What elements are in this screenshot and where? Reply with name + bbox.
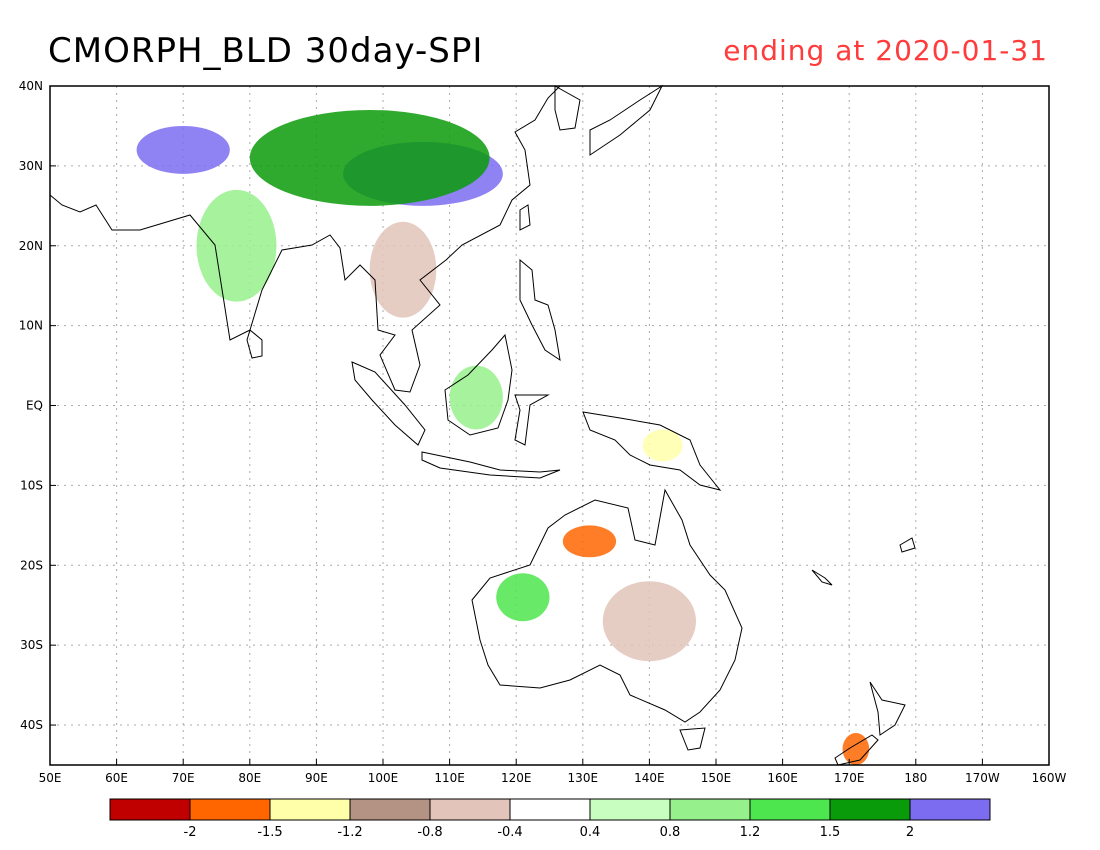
latitude-axis: 40N 30N 20N 10N EQ 10S 20S 30S 40S (19, 79, 56, 732)
taiwan-coastline (519, 204, 531, 231)
colorbar-label: -2 (184, 825, 197, 840)
sulawesi-coastline (514, 394, 550, 446)
lon-tick-label: 60E (105, 771, 128, 785)
map-title: CMORPH_BLD 30day-SPI (48, 31, 483, 71)
asia-coastline (49, 85, 561, 393)
lat-tick-label: 20N (19, 239, 43, 253)
lon-tick-label: 180 (904, 771, 927, 785)
region-borneo-mixed (449, 365, 503, 430)
lon-tick-label: 70E (172, 771, 195, 785)
region-png-dry (642, 429, 683, 462)
map-subtitle: ending at 2020-01-31 (723, 34, 1048, 67)
lon-tick-label: 120E (501, 771, 532, 785)
region-china-green (249, 109, 490, 206)
lat-tick-label: 40N (19, 79, 43, 93)
sri-lanka-coastline (246, 329, 263, 359)
spi-colorbar: -2 -1.5 -1.2 -0.8 -0.4 0.4 0.8 1.2 1.5 2 (109, 798, 991, 840)
colorbar-swatch-9 (829, 798, 911, 821)
fiji-coastline (899, 537, 916, 553)
colorbar-swatch-4 (429, 798, 511, 821)
lat-tick-label: 20S (20, 558, 43, 572)
lon-tick-label: 140E (634, 771, 665, 785)
lat-tick-label: 30N (19, 159, 43, 173)
korea-japan-coastline (554, 84, 664, 156)
colorbar-label: 0.8 (660, 825, 681, 840)
lat-tick-label: 40S (20, 718, 43, 732)
tasmania-coastline (679, 727, 706, 751)
colorbar-swatch-5 (509, 798, 591, 821)
lat-tick-label: EQ (26, 399, 43, 413)
colorbar-swatch-3 (349, 798, 431, 821)
lon-tick-label: 80E (238, 771, 261, 785)
philippines-coastline (519, 258, 561, 362)
australia-coastline (471, 488, 743, 723)
borneo-coastline (444, 333, 513, 436)
sumatra-coastline (351, 361, 426, 446)
map-frame (49, 85, 1050, 766)
colorbar-swatch-6 (589, 798, 671, 821)
region-indochina-dry (369, 221, 437, 318)
lon-tick-label: 160W (1032, 771, 1067, 785)
region-india-green (196, 189, 277, 302)
colorbar-label: -1.2 (337, 825, 362, 840)
lon-tick-label: 50E (39, 771, 62, 785)
region-c-australia-dry (602, 581, 697, 662)
region-n-australia-dry (562, 525, 617, 558)
new-caledonia-coastline (811, 569, 833, 586)
lon-tick-label: 110E (434, 771, 465, 785)
colorbar-swatch-8 (749, 798, 831, 821)
colorbar-swatch-7 (669, 798, 751, 821)
colorbar-label: 1.5 (820, 825, 841, 840)
colorbar-label: 2 (906, 825, 914, 840)
lon-tick-label: 90E (305, 771, 328, 785)
map-plot-area: 50E 60E 70E 80E 90E 100E 110E 120E 130E 140E 150E 1… (19, 79, 1067, 785)
colorbar-label: -1.5 (257, 825, 282, 840)
lon-tick-label: 160E (767, 771, 798, 785)
java-coastline (421, 451, 561, 479)
map-background (50, 86, 1049, 765)
colorbar-label: 1.2 (740, 825, 761, 840)
colorbar-swatch-1 (189, 798, 271, 821)
new-guinea-coastline (582, 411, 722, 491)
lon-tick-label: 100E (368, 771, 399, 785)
coastlines (49, 84, 916, 766)
lat-tick-label: 10S (20, 478, 43, 492)
lon-tick-label: 130E (568, 771, 599, 785)
lat-tick-label: 30S (20, 638, 43, 652)
colorbar-swatch-2 (269, 798, 351, 821)
colorbar-label: -0.4 (497, 825, 522, 840)
region-tibet-wet (136, 125, 230, 174)
colorbar-label: 0.4 (580, 825, 601, 840)
lon-tick-label: 170E (834, 771, 865, 785)
lon-tick-label: 150E (701, 771, 732, 785)
longitude-axis: 50E 60E 70E 80E 90E 100E 110E 120E 130E 140E 150E 1… (39, 759, 1067, 785)
region-new-zealand-dry (842, 733, 870, 766)
region-w-australia-wet (496, 573, 550, 622)
colorbar-label: -0.8 (417, 825, 442, 840)
colorbar-swatch-10 (909, 798, 991, 821)
lat-tick-label: 10N (19, 319, 43, 333)
colorbar-swatch-0 (109, 798, 191, 821)
lon-tick-label: 170W (965, 771, 1000, 785)
